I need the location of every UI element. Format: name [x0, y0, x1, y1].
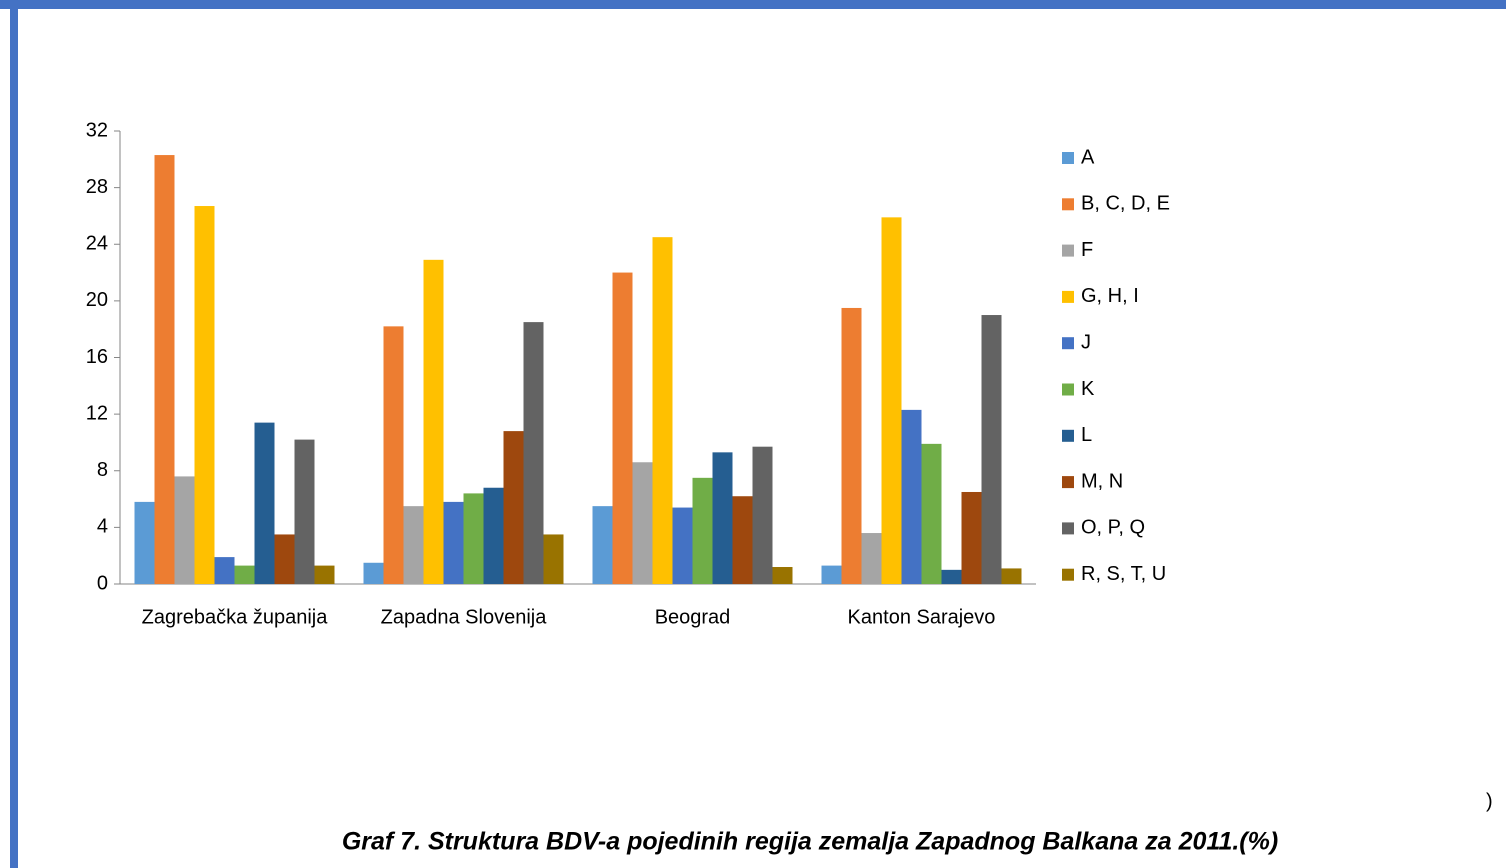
legend-swatch	[1062, 383, 1074, 396]
y-tick-label: 4	[97, 516, 108, 538]
top-border	[0, 0, 1506, 9]
bar	[423, 259, 444, 584]
bar	[732, 496, 753, 584]
bar	[652, 237, 673, 584]
bar	[861, 533, 882, 584]
legend-swatch	[1062, 152, 1074, 164]
caption: Graf 7. Struktura BDV-a pojedinih regija…	[342, 828, 1278, 856]
y-tick-label: 0	[97, 572, 108, 594]
legend-swatch	[1062, 476, 1074, 489]
bar	[523, 322, 544, 584]
bar	[443, 501, 464, 584]
bar	[314, 565, 335, 584]
y-tick-label: 16	[86, 346, 108, 368]
bar	[712, 452, 733, 584]
bar	[234, 565, 255, 584]
legend-label: L	[1081, 424, 1092, 446]
bar	[881, 217, 902, 584]
bar	[483, 487, 504, 584]
legend-swatch	[1062, 198, 1074, 211]
legend-label: G, H, I	[1081, 285, 1139, 307]
y-tick-label: 32	[86, 119, 108, 141]
left-border	[10, 0, 18, 868]
bar	[274, 534, 295, 584]
legend-swatch	[1062, 290, 1074, 303]
bar	[821, 565, 842, 584]
bar	[543, 534, 564, 584]
legend-swatch	[1062, 429, 1074, 442]
bar	[194, 206, 215, 584]
bar	[592, 506, 613, 584]
bar	[981, 315, 1002, 584]
legend-label: O, P, Q	[1081, 517, 1145, 539]
bar	[463, 493, 484, 584]
x-tick-label: Zagrebačka županija	[142, 606, 329, 628]
legend-label: R, S, T, U	[1081, 563, 1166, 585]
legend-label: J	[1081, 331, 1091, 353]
bar	[254, 422, 275, 584]
bar	[214, 557, 235, 584]
legend-swatch	[1062, 568, 1074, 581]
bar	[1001, 568, 1022, 584]
bar	[901, 409, 922, 584]
bar	[841, 307, 862, 584]
bar	[403, 506, 424, 584]
bar	[174, 476, 195, 584]
bar	[772, 567, 793, 584]
y-tick-label: 8	[97, 459, 108, 481]
bar	[363, 562, 384, 584]
legend-label: B, C, D, E	[1081, 193, 1170, 215]
x-tick-label: Beograd	[655, 606, 731, 628]
bar	[154, 155, 175, 585]
legend-label: A	[1081, 146, 1095, 168]
x-tick-label: Zapadna Slovenija	[381, 606, 548, 628]
bar	[692, 477, 713, 584]
bar	[941, 569, 962, 584]
legend-swatch	[1062, 522, 1074, 535]
bar	[752, 446, 773, 584]
bar	[961, 491, 982, 584]
bar	[294, 439, 315, 584]
y-tick-label: 12	[86, 402, 108, 424]
legend-label: M, N	[1081, 470, 1123, 492]
bar	[134, 501, 155, 584]
bar	[632, 462, 653, 584]
bar	[612, 272, 633, 584]
y-tick-label: 20	[86, 289, 108, 311]
legend-swatch	[1062, 337, 1074, 350]
bar	[503, 431, 524, 584]
y-tick-label: 28	[86, 176, 108, 198]
note: )	[1486, 790, 1493, 812]
bar	[921, 443, 942, 584]
legend-label: K	[1081, 378, 1095, 400]
bar	[383, 326, 404, 584]
bar	[672, 507, 693, 584]
legend-label: F	[1081, 239, 1093, 261]
x-tick-label: Kanton Sarajevo	[848, 606, 996, 628]
legend-swatch	[1062, 244, 1074, 257]
y-tick-label: 24	[86, 233, 108, 255]
